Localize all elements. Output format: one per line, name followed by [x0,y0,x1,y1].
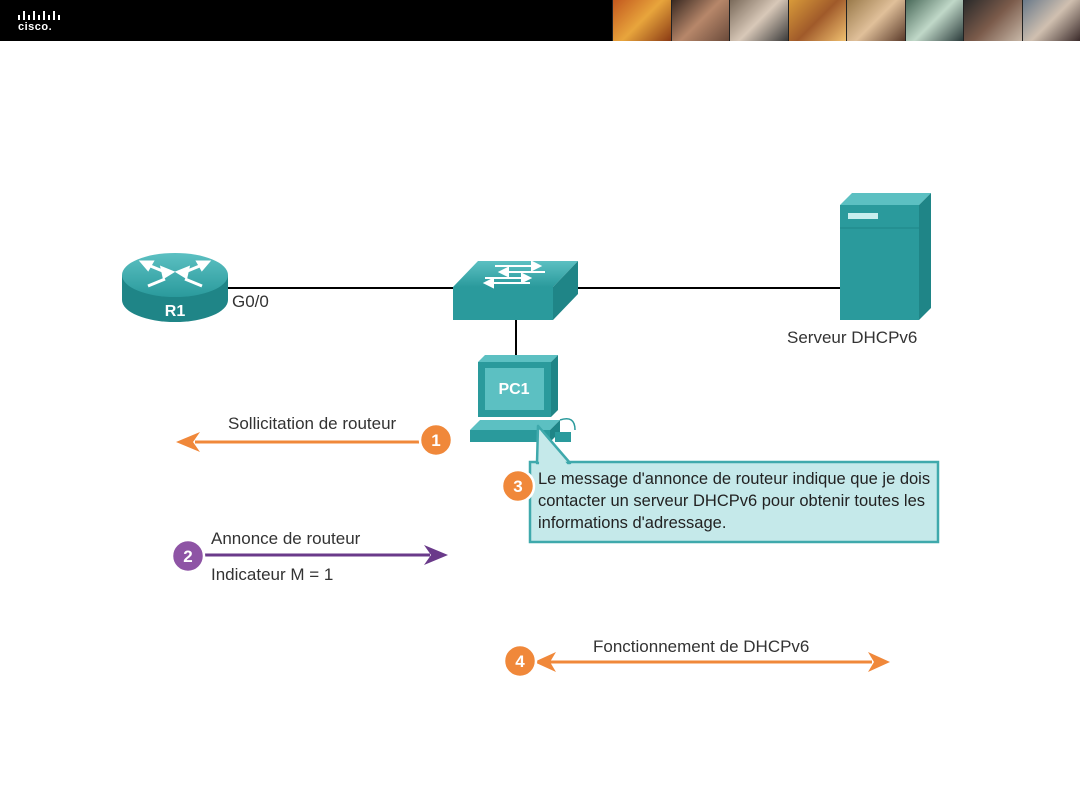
header-photo [729,0,788,41]
interface-label: G0/0 [232,292,269,311]
switch-icon [453,260,578,320]
step-3-badge: 3 [500,468,536,504]
server-icon [840,193,931,320]
step-2-label: Annonce de routeur [211,529,361,548]
cisco-logo-text: cisco. [18,21,53,33]
router-label: R1 [165,303,186,320]
step-3-number: 3 [513,477,522,496]
step-2-sublabel: Indicateur M = 1 [211,565,334,584]
arrow-solicitation [176,432,436,452]
step-1-label: Sollicitation de routeur [228,414,397,433]
arrow-advertisement [190,545,448,565]
server-label: Serveur DHCPv6 [787,328,918,347]
pc1-icon [470,355,576,442]
pc-label: PC1 [498,381,529,398]
arrow-dhcpv6-operation [534,652,890,672]
header-photo [904,0,963,41]
step-1-badge: 1 [418,422,454,458]
cisco-logo-icon [18,11,60,20]
router-r1-icon [122,253,228,322]
step-3-message: Le message d'annonce de routeur indique … [538,470,931,532]
header-photo [670,0,729,41]
step-4-number: 4 [515,652,525,671]
header-photo [1021,0,1080,41]
header-photo [787,0,846,41]
header-photo-strip [612,0,1080,41]
step-2-badge: 2 [170,538,206,574]
header-photo [612,0,671,41]
step-4-badge: 4 [502,643,538,679]
step-4-label: Fonctionnement de DHCPv6 [593,637,810,656]
speech-bubble [528,424,940,544]
header-photo [963,0,1022,41]
header-bar: cisco. [0,0,1080,41]
step-2-number: 2 [183,547,192,566]
step-1-number: 1 [431,431,440,450]
header-photo [846,0,905,41]
